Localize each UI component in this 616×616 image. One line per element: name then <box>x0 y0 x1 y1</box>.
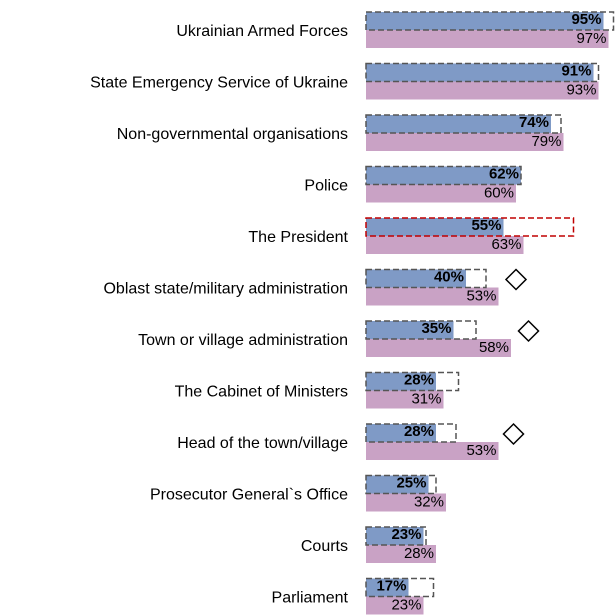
dashed-outline <box>365 474 437 495</box>
value-label: 74% <box>519 114 549 131</box>
value-label: 17% <box>376 577 406 594</box>
bar-secondary <box>366 287 499 306</box>
category-label: Town or village administration <box>138 332 348 349</box>
bar-primary <box>366 372 436 391</box>
value-label: 60% <box>484 184 514 201</box>
dashed-outline <box>365 165 522 186</box>
value-label: 58% <box>479 339 509 356</box>
value-label: 25% <box>396 474 426 491</box>
bar-secondary <box>366 236 524 254</box>
value-label: 28% <box>404 371 434 388</box>
dashed-outline <box>365 114 562 134</box>
dashed-outline <box>365 11 615 31</box>
category-label: Oblast state/military administration <box>103 281 348 298</box>
value-label: 28% <box>404 545 434 562</box>
category-label: Courts <box>301 538 348 555</box>
diamond-marker <box>504 268 528 291</box>
value-label: 32% <box>414 493 444 510</box>
value-label: 53% <box>466 442 496 459</box>
bar-primary <box>366 269 466 288</box>
value-label: 31% <box>411 390 441 407</box>
value-label: 35% <box>421 320 451 337</box>
category-label: Ukrainian Armed Forces <box>176 23 348 40</box>
dashed-outline <box>365 320 477 340</box>
diamond-marker <box>502 422 525 446</box>
bar-primary <box>366 424 436 442</box>
bar-secondary <box>366 81 599 100</box>
bar-primary <box>366 218 504 236</box>
category-label: Parliament <box>272 590 349 607</box>
bar-primary <box>366 115 551 133</box>
category-label: Head of the town/village <box>177 435 348 452</box>
value-label: 93% <box>566 81 596 98</box>
bar-secondary <box>366 390 444 409</box>
category-label: Non-governmental organisations <box>117 126 348 143</box>
dashed-outline <box>365 371 460 392</box>
bar-primary <box>366 321 454 339</box>
category-label: State Emergency Service of Ukraine <box>90 75 348 92</box>
value-label: 23% <box>391 596 421 613</box>
category-label: Prosecutor General`s Office <box>150 487 348 504</box>
category-label: The Cabinet of Ministers <box>175 384 348 401</box>
value-label: 40% <box>434 268 464 285</box>
bar-secondary <box>366 184 516 203</box>
dashed-outline <box>365 62 600 83</box>
value-label: 95% <box>571 11 601 28</box>
value-label: 62% <box>489 165 519 182</box>
bar-secondary <box>366 339 511 357</box>
bar-primary <box>366 527 424 545</box>
dashed-outline <box>365 526 427 546</box>
dashed-outline <box>365 577 435 598</box>
value-label: 28% <box>404 423 434 440</box>
bar-secondary <box>366 442 499 460</box>
dashed-outline <box>365 268 487 289</box>
bar-secondary <box>366 596 424 615</box>
value-label: 97% <box>576 30 606 47</box>
value-label: 53% <box>466 287 496 304</box>
bar-secondary <box>366 30 609 48</box>
bar-secondary <box>366 493 446 512</box>
bar-primary <box>366 12 604 30</box>
value-label: 91% <box>561 62 591 79</box>
category-label: The President <box>248 229 348 246</box>
dashed-outline <box>365 217 575 237</box>
bar-primary <box>366 166 521 185</box>
value-label: 55% <box>471 217 501 234</box>
bar-secondary <box>366 545 436 563</box>
dashed-outline <box>365 423 457 443</box>
value-label: 79% <box>531 133 561 150</box>
bar-primary <box>366 475 429 494</box>
bar-secondary <box>366 133 564 151</box>
diamond-marker <box>517 319 540 343</box>
value-label: 63% <box>491 236 521 253</box>
category-label: Police <box>304 178 348 195</box>
bar-primary <box>366 578 409 597</box>
value-label: 23% <box>391 526 421 543</box>
bar-primary <box>366 63 594 82</box>
